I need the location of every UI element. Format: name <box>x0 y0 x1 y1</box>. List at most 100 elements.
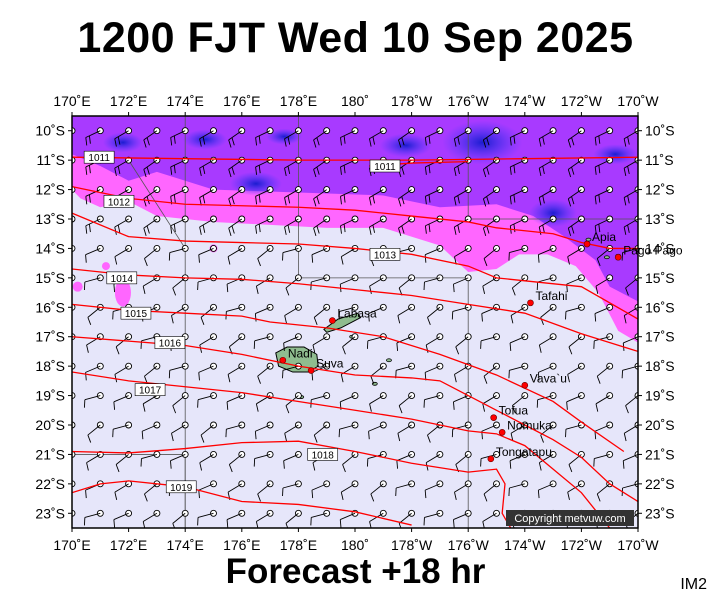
wind-barb <box>253 450 274 467</box>
barb-feather <box>62 167 64 175</box>
small-island <box>386 358 392 363</box>
barb-feather <box>146 225 150 234</box>
wind-barb <box>594 156 614 175</box>
wind-barb <box>255 127 274 146</box>
lat-tick-label-right: 19˚S <box>645 388 675 404</box>
barb-shaft <box>483 130 497 141</box>
barb-feather <box>60 288 63 295</box>
barb-shaft <box>424 365 441 373</box>
wind-barb <box>200 421 217 443</box>
barb-feather <box>627 195 630 204</box>
barb-shaft <box>512 277 526 289</box>
barb-feather <box>340 374 344 383</box>
lon-tick-label-bottom: 178˚W <box>391 537 433 553</box>
barb-shaft <box>229 336 243 348</box>
barb-feather <box>85 490 87 499</box>
barb-feather <box>483 376 488 384</box>
barb-shaft <box>398 130 412 141</box>
land-layer <box>275 237 622 399</box>
barb-feather <box>511 287 516 296</box>
barb-feather <box>342 464 346 473</box>
precip-heavy-cell <box>183 129 228 150</box>
barb-feather <box>571 225 575 234</box>
wind-barb <box>340 480 359 500</box>
lon-tick-label-top: 170˚E <box>53 93 90 109</box>
barb-shaft <box>143 218 158 229</box>
copyright-text: Copyright metvuw.com <box>514 513 625 525</box>
barb-feather <box>255 403 259 412</box>
barb-feather <box>594 137 597 146</box>
barb-shaft <box>311 512 327 518</box>
barb-shaft <box>284 218 299 228</box>
wind-barb <box>538 450 557 471</box>
place-label: Apia <box>592 230 616 244</box>
barb-shaft <box>427 306 441 318</box>
barb-feather <box>258 224 261 233</box>
barb-shaft <box>141 424 158 432</box>
wind-barb <box>255 186 274 205</box>
barb-feather <box>509 342 512 351</box>
barb-shaft <box>453 395 469 403</box>
wind-barb <box>369 127 387 147</box>
wind-barb <box>594 421 614 440</box>
barb-feather <box>117 224 121 233</box>
barb-feather <box>228 464 233 473</box>
barb-shaft <box>622 365 638 371</box>
wind-barb <box>567 127 585 148</box>
barb-shaft <box>85 189 101 197</box>
barb-feather <box>537 490 540 499</box>
barb-feather <box>397 433 401 442</box>
barb-feather <box>627 224 630 233</box>
barb-feather <box>200 434 205 443</box>
barb-feather <box>85 196 88 205</box>
barb-shaft <box>114 365 129 375</box>
barb-shaft <box>342 454 356 465</box>
barb-feather <box>60 523 63 530</box>
barb-shaft <box>565 424 582 430</box>
wind-barb <box>170 127 189 146</box>
wind-barbs <box>58 127 638 530</box>
barb-shaft <box>594 306 610 314</box>
barb-feather <box>258 135 261 144</box>
barb-feather <box>598 135 601 144</box>
barb-feather <box>424 196 427 205</box>
barb-shaft <box>398 189 412 200</box>
wind-barb <box>453 509 472 528</box>
wind-barb <box>172 509 189 528</box>
barb-shaft <box>255 189 271 197</box>
wind-barb <box>511 392 529 414</box>
barb-feather <box>453 284 455 293</box>
isobar-value: 1015 <box>125 309 148 320</box>
barb-shaft <box>595 189 610 197</box>
barb-shaft <box>87 306 101 318</box>
lon-tick-label-top: 170˚W <box>617 93 659 109</box>
place-dot <box>279 356 287 364</box>
wind-barb <box>424 362 444 381</box>
barb-feather <box>254 431 257 440</box>
wind-barb <box>338 303 359 320</box>
place-marker: Labasa <box>329 307 377 324</box>
barb-shaft <box>341 483 356 493</box>
wind-barb <box>283 333 302 351</box>
barb-shaft <box>595 130 610 138</box>
wind-barb <box>509 215 529 234</box>
wind-barb <box>398 127 416 148</box>
isobar-label-box <box>83 150 115 164</box>
barb-shaft <box>229 454 243 465</box>
barb-feather <box>368 431 370 440</box>
barb-feather <box>513 135 516 144</box>
lat-tick-label-right: 21˚S <box>645 446 675 462</box>
wind-barb <box>197 509 217 526</box>
barb-shaft <box>624 306 638 316</box>
wind-barb <box>172 392 189 414</box>
barb-feather <box>340 137 342 146</box>
barb-feather <box>342 346 346 355</box>
wind-barb <box>199 450 217 471</box>
wind-barb <box>565 303 585 320</box>
wind-barb <box>425 333 444 353</box>
barb-shaft <box>566 277 582 285</box>
barb-feather <box>58 316 60 324</box>
barb-feather <box>171 315 174 324</box>
barb-feather <box>481 313 483 322</box>
